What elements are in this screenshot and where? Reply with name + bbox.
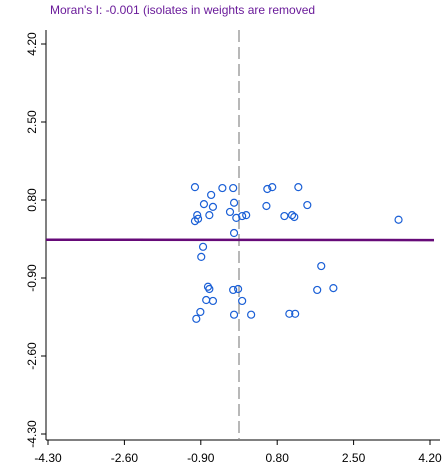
data-point	[317, 261, 326, 271]
data-point	[329, 283, 338, 293]
y-tick-label: 2.50	[25, 110, 39, 134]
data-point	[285, 309, 294, 318]
data-point	[263, 184, 272, 194]
chart-title: Moran's I: -0.001 (isolates in weights a…	[50, 3, 315, 17]
data-point	[229, 285, 238, 295]
data-point	[294, 183, 303, 192]
data-point	[218, 183, 227, 193]
y-tick-label: -2.60	[25, 342, 39, 370]
x-tick-label: -0.90	[187, 451, 215, 465]
x-tick-label: -2.60	[111, 451, 139, 465]
data-point	[196, 307, 205, 317]
data-point	[207, 190, 216, 200]
data-point	[238, 211, 247, 221]
data-point	[229, 228, 239, 238]
y-tick-label: 0.80	[25, 188, 39, 212]
x-tick-label: -4.30	[34, 451, 62, 465]
data-point	[290, 212, 299, 222]
data-point	[232, 213, 241, 222]
data-point	[242, 211, 251, 220]
data-point	[247, 310, 256, 319]
data-point	[198, 242, 208, 251]
data-point	[199, 200, 209, 209]
data-point	[313, 285, 322, 295]
data-point	[262, 201, 271, 211]
y-tick-label: 4.20	[25, 32, 39, 56]
data-point	[190, 183, 200, 192]
data-point	[268, 183, 277, 192]
data-point	[229, 310, 239, 319]
data-point	[197, 252, 206, 261]
x-tick-label: 0.80	[266, 451, 290, 465]
data-point	[208, 202, 218, 211]
data-point	[202, 295, 211, 305]
y-tick-label: -4.30	[25, 420, 39, 448]
data-point	[194, 214, 203, 223]
data-point	[208, 296, 218, 306]
data-point	[394, 215, 403, 224]
data-point	[303, 200, 312, 210]
data-point	[192, 314, 201, 323]
x-tick-label: 4.20	[418, 451, 442, 465]
data-point	[280, 211, 289, 221]
data-point	[205, 284, 214, 294]
data-point	[205, 211, 214, 220]
data-point	[287, 211, 297, 220]
y-tick-label: -0.90	[25, 264, 39, 292]
data-point	[238, 296, 247, 306]
data-point	[229, 183, 238, 193]
x-tick-label: 2.50	[342, 451, 366, 465]
data-point	[234, 284, 243, 294]
data-point	[291, 309, 300, 318]
data-point	[229, 198, 239, 207]
data-point	[225, 207, 235, 217]
